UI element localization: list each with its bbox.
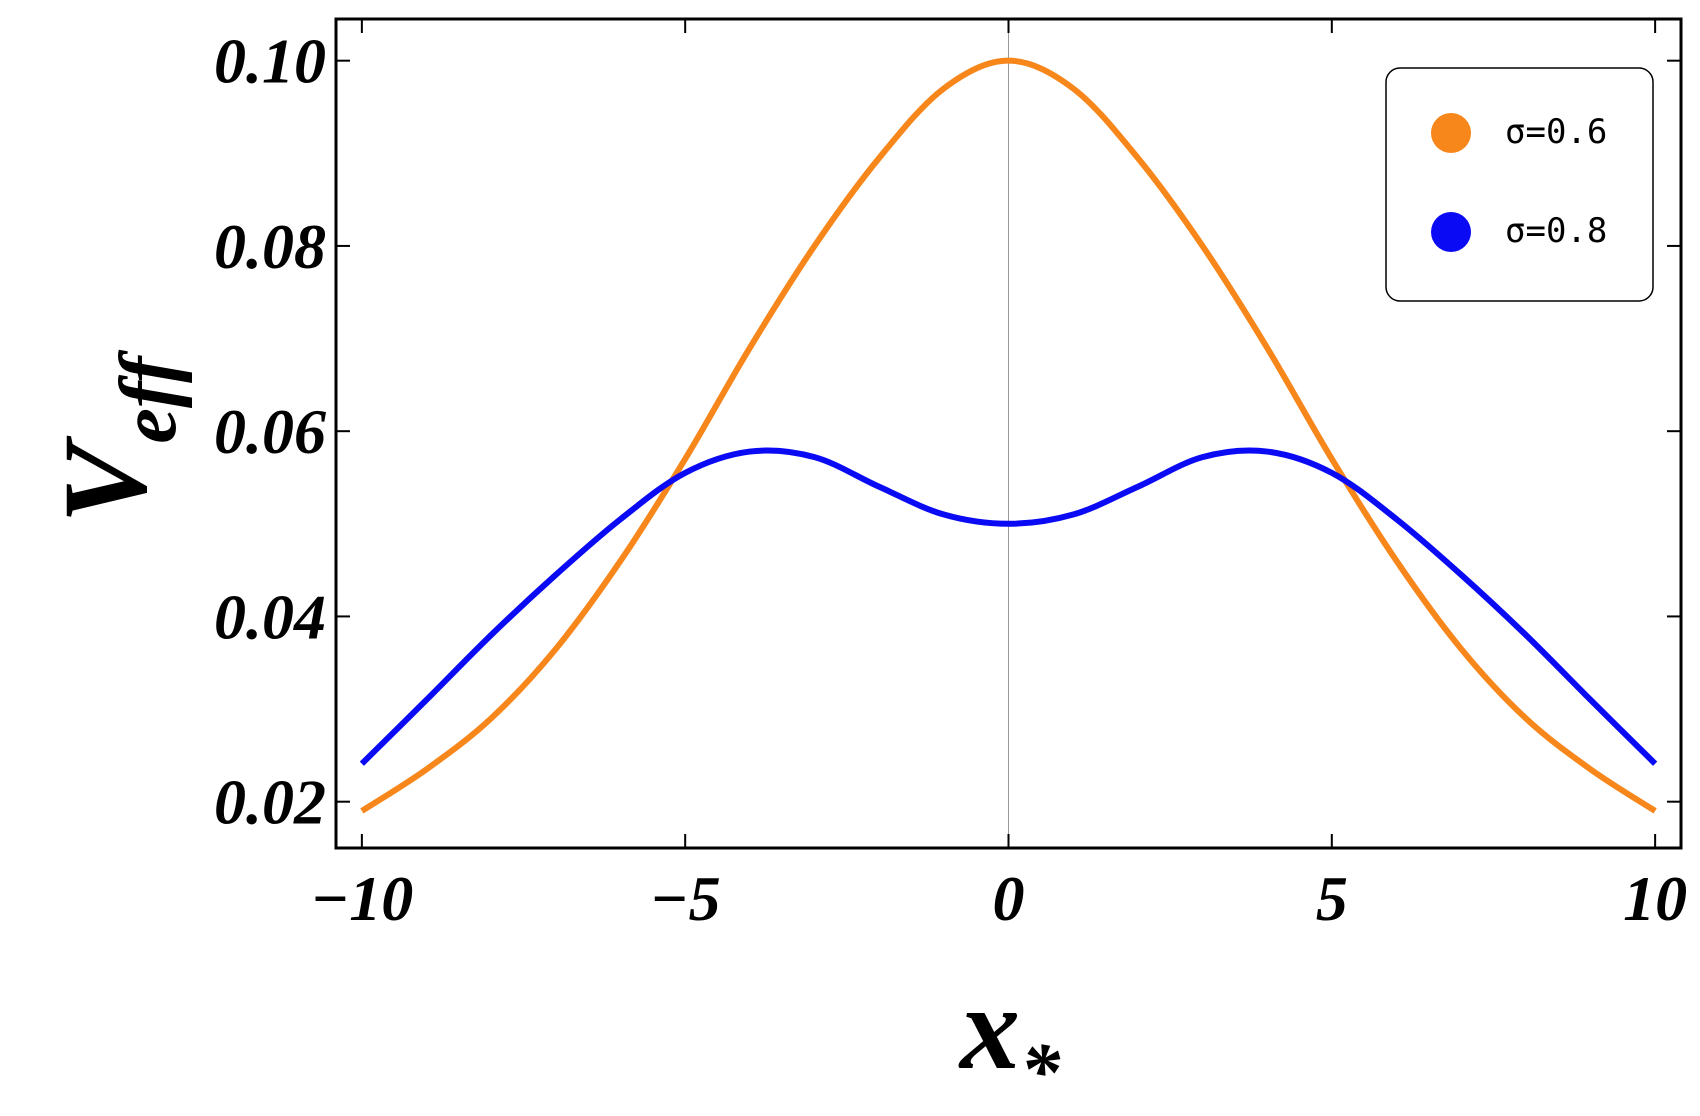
y-tick-label: 0.08 xyxy=(214,211,326,282)
x-axis-title-sub: * xyxy=(1020,1028,1061,1116)
legend-label: σ=0.6 xyxy=(1505,112,1607,152)
x-tick-label: −10 xyxy=(310,863,413,934)
x-tick-label: −5 xyxy=(650,863,721,934)
x-tick-label: 5 xyxy=(1316,863,1348,934)
y-axis-title: Veff xyxy=(38,349,193,524)
x-tick-label: 0 xyxy=(993,863,1025,934)
legend-label: σ=0.8 xyxy=(1505,211,1607,251)
y-axis-title-sub: eff xyxy=(105,349,193,444)
series-line xyxy=(360,57,1657,814)
legend-marker xyxy=(1431,212,1471,252)
x-axis-title: x* xyxy=(958,961,1061,1116)
y-tick-label: 0.06 xyxy=(214,396,326,467)
legend: σ=0.6 σ=0.8 xyxy=(1385,67,1654,302)
y-tick-label: 0.04 xyxy=(214,581,326,652)
x-tick-label: 10 xyxy=(1623,863,1687,934)
series-line xyxy=(359,447,1658,766)
x-axis-title-main: x xyxy=(958,961,1020,1094)
legend-marker xyxy=(1431,113,1471,153)
legend-box xyxy=(1385,67,1654,302)
y-tick-label: 0.02 xyxy=(214,767,326,838)
plot-frame xyxy=(334,17,1683,850)
y-axis-title-main: V xyxy=(38,435,171,524)
y-tick-label: 0.10 xyxy=(214,26,326,97)
